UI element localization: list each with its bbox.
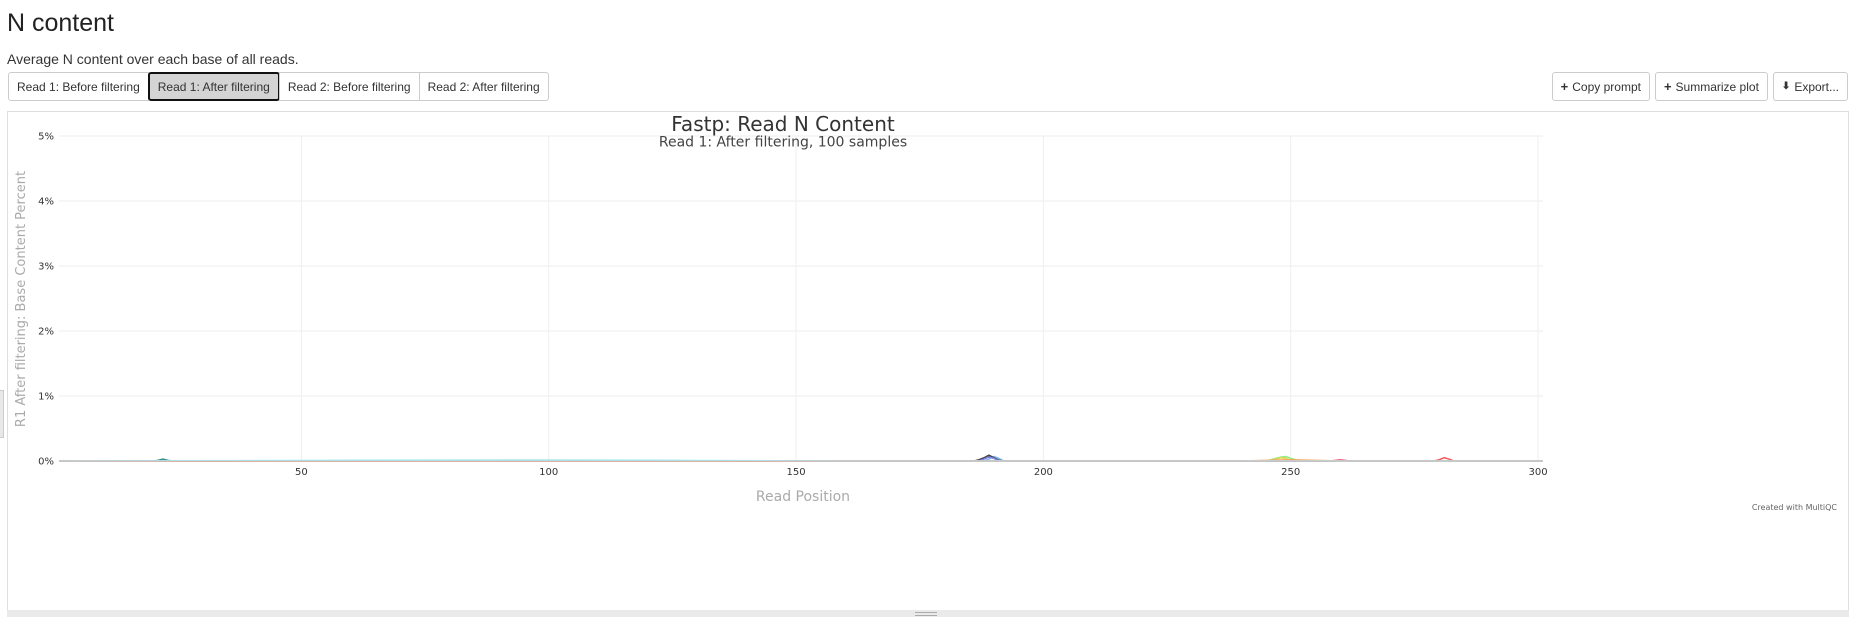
plus-icon: +: [1664, 79, 1672, 94]
y-tick-label: 4%: [38, 197, 54, 208]
series-lines: [59, 455, 1543, 461]
section-description: Average N content over each base of all …: [7, 51, 299, 67]
copy-prompt-button[interactable]: + Copy prompt: [1552, 72, 1650, 101]
n-content-chart: 0% 1% 2% 3% 4% 5% 50 100 150 200 250 300 Fastp: Rea…: [8, 112, 1848, 616]
download-icon: ⬇: [1782, 81, 1790, 92]
y-tick-label: 0%: [38, 457, 54, 468]
x-tick-label: 300: [1529, 467, 1548, 478]
tab-read2-after-filtering[interactable]: Read 2: After filtering: [419, 72, 549, 101]
x-tick-label: 200: [1034, 467, 1053, 478]
plot-container: 0% 1% 2% 3% 4% 5% 50 100 150 200 250 300 Fastp: Rea…: [7, 111, 1849, 617]
y-tick-label: 2%: [38, 327, 54, 338]
copy-prompt-label: Copy prompt: [1572, 80, 1641, 94]
x-axis-title: Read Position: [756, 489, 850, 505]
x-tick-label: 50: [295, 467, 308, 478]
chart-subtitle: Read 1: After filtering, 100 samples: [659, 135, 907, 151]
chart-title: Fastp: Read N Content: [671, 112, 895, 136]
plot-actions: + Copy prompt + Summarize plot ⬇ Export.…: [1552, 72, 1848, 101]
export-label: Export...: [1794, 80, 1839, 94]
y-axis-title: R1 After filtering: Base Content Percent: [14, 171, 29, 427]
resize-grip-icon[interactable]: [915, 612, 937, 616]
grid-lines: [59, 136, 1543, 461]
tab-read2-before-filtering[interactable]: Read 2: Before filtering: [279, 72, 420, 101]
y-tick-label: 5%: [38, 132, 54, 143]
summarize-plot-label: Summarize plot: [1676, 80, 1759, 94]
created-with-credit: Created with MultiQC: [1752, 503, 1838, 512]
summarize-plot-button[interactable]: + Summarize plot: [1655, 72, 1768, 101]
tab-read1-after-filtering[interactable]: Read 1: After filtering: [148, 72, 280, 101]
axes: 0% 1% 2% 3% 4% 5% 50 100 150 200 250 300: [38, 132, 1547, 479]
side-panel-toggle[interactable]: [0, 390, 4, 438]
x-tick-label: 100: [539, 467, 558, 478]
read-tab-group: Read 1: Before filtering Read 1: After f…: [8, 72, 549, 101]
export-button[interactable]: ⬇ Export...: [1773, 72, 1848, 101]
plus-icon: +: [1561, 79, 1569, 94]
y-tick-label: 1%: [38, 392, 54, 403]
x-tick-label: 250: [1281, 467, 1300, 478]
tab-read1-before-filtering[interactable]: Read 1: Before filtering: [8, 72, 149, 101]
section-title: N content: [7, 9, 114, 38]
y-tick-label: 3%: [38, 262, 54, 273]
x-tick-label: 150: [787, 467, 806, 478]
